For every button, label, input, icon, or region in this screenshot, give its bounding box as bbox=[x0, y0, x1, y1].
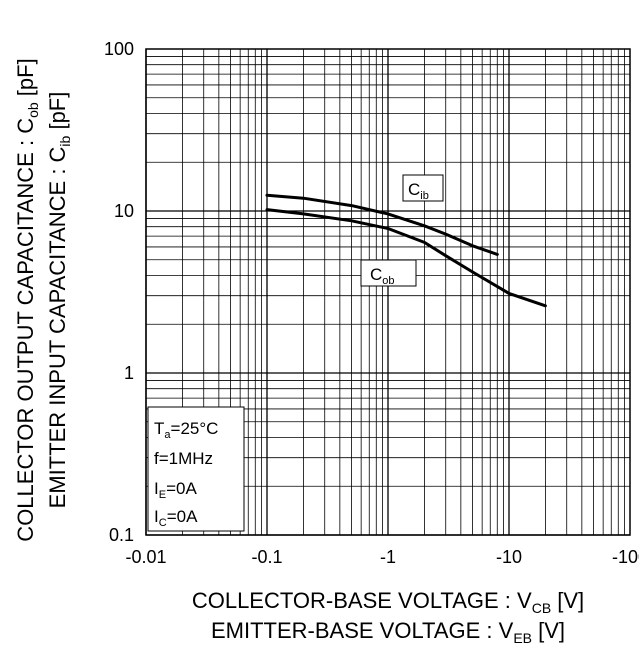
plot-frame bbox=[145, 48, 631, 536]
minor-gridlines bbox=[146, 49, 630, 535]
series-label-cob-sub: ob bbox=[382, 275, 394, 287]
series-label-cob: Cob bbox=[360, 259, 417, 287]
y-tick-labels: 0.1 1 10 100 bbox=[104, 39, 134, 545]
series-label-cib-sub: ib bbox=[420, 190, 429, 202]
x-axis-label-line1: COLLECTOR-BASE VOLTAGE : VCB [V] bbox=[192, 588, 584, 616]
condition-ic: IC=0A bbox=[154, 507, 198, 529]
x-tick-label: -1 bbox=[380, 547, 396, 567]
condition-ta: Ta=25°C bbox=[154, 419, 218, 441]
condition-freq: f=1MHz bbox=[154, 449, 213, 468]
series-label-cib-main: C bbox=[408, 180, 420, 199]
x-tick-label: -0.01 bbox=[125, 547, 166, 567]
series-line-cib bbox=[265, 193, 499, 256]
x-axis-label-line2: EMITTER-BASE VOLTAGE : VEB [V] bbox=[211, 618, 565, 646]
series-label-cib: Cib bbox=[402, 174, 444, 202]
y-tick-label: 0.1 bbox=[109, 525, 134, 545]
y-tick-label: 100 bbox=[104, 39, 134, 59]
x-tick-label: -0.1 bbox=[251, 547, 282, 567]
series-line-cob bbox=[265, 208, 547, 308]
series-lines bbox=[265, 193, 547, 308]
x-tick-labels: -0.01 -0.1 -1 -10 -100 bbox=[125, 547, 639, 567]
y-tick-label: 1 bbox=[124, 363, 134, 383]
y-axis-label-line1: COLLECTOR OUTPUT CAPACITANCE : Cob [pF] bbox=[13, 58, 41, 541]
svg-text:Cib: Cib bbox=[408, 180, 429, 202]
x-tick-label: -10 bbox=[496, 547, 522, 567]
y-tick-label: 10 bbox=[114, 201, 134, 221]
y-axis-label-line2: EMITTER INPUT CAPACITANCE : Cib [pF] bbox=[45, 92, 73, 509]
svg-text:Cob: Cob bbox=[370, 265, 395, 287]
conditions-box: Ta=25°C f=1MHz IE=0A IC=0A bbox=[147, 406, 245, 532]
condition-ie: IE=0A bbox=[154, 479, 197, 501]
x-tick-label: -100 bbox=[612, 547, 639, 567]
series-label-cob-main: C bbox=[370, 265, 382, 284]
